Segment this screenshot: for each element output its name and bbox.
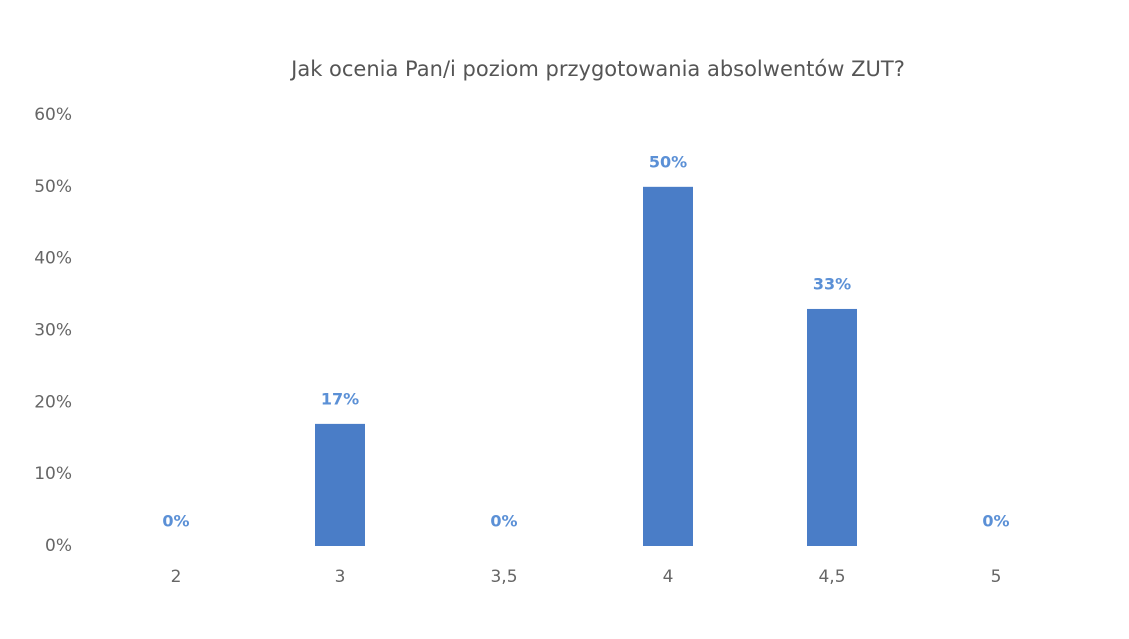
data-label: 0% bbox=[982, 512, 1009, 531]
bar bbox=[315, 423, 365, 546]
y-tick-label: 40% bbox=[34, 249, 72, 269]
y-tick-label: 60% bbox=[34, 105, 72, 125]
x-tick-label: 2 bbox=[171, 567, 182, 587]
y-tick-label: 50% bbox=[34, 177, 72, 197]
chart-title: Jak ocenia Pan/i poziom przygotowania ab… bbox=[289, 57, 905, 81]
x-tick-label: 4,5 bbox=[818, 567, 845, 587]
data-label: 17% bbox=[321, 389, 359, 408]
bar bbox=[807, 308, 857, 546]
y-tick-label: 20% bbox=[34, 392, 72, 412]
data-label: 33% bbox=[813, 274, 851, 293]
bar bbox=[643, 186, 693, 547]
x-tick-label: 5 bbox=[991, 567, 1002, 587]
y-tick-label: 0% bbox=[45, 536, 72, 556]
y-tick-label: 30% bbox=[34, 321, 72, 341]
y-tick-label: 10% bbox=[34, 464, 72, 484]
data-label: 0% bbox=[162, 512, 189, 531]
x-tick-label: 4 bbox=[663, 567, 674, 587]
data-label: 0% bbox=[490, 512, 517, 531]
x-tick-label: 3 bbox=[335, 567, 346, 587]
x-tick-label: 3,5 bbox=[490, 567, 517, 587]
data-label: 50% bbox=[649, 152, 687, 171]
